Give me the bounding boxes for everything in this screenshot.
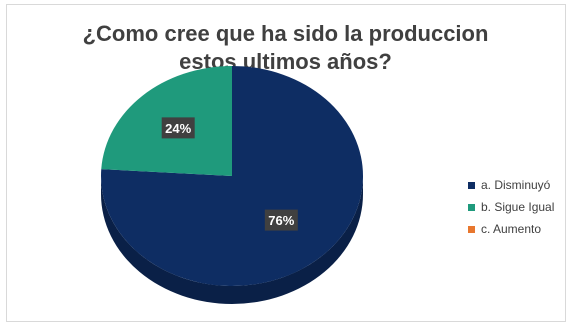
pie-labels: 76% 24% [161, 117, 298, 231]
data-label-text: 24% [165, 121, 191, 136]
pie-side-disminuyo [101, 176, 363, 304]
legend-item-disminuyo: a. Disminuyó [468, 174, 554, 196]
legend-label-sigue-igual: b. Sigue Igual [481, 200, 555, 214]
legend-item-sigue-igual: b. Sigue Igual [468, 196, 554, 218]
legend-item-aumento: c. Aumento [468, 218, 554, 240]
chart-title: ¿Como cree que ha sido la produccion est… [0, 20, 571, 76]
legend-label-aumento: c. Aumento [481, 222, 542, 236]
pie-depth [101, 176, 363, 304]
legend-swatch-aumento [468, 225, 475, 233]
chart-legend: a. Disminuyó b. Sigue Igual c. Aumento [468, 174, 554, 240]
data-label-sigue-igual: 24% [161, 117, 195, 139]
chart-title-line-1: ¿Como cree que ha sido la produccion [82, 21, 489, 46]
data-label-box [264, 209, 298, 231]
legend-label-disminuyo: a. Disminuyó [481, 178, 551, 192]
pie-top [100, 66, 364, 286]
data-label-text: 76% [268, 213, 294, 228]
legend-swatch-disminuyo [468, 181, 475, 189]
data-label-box [161, 117, 195, 139]
data-label-disminuyo: 76% [264, 209, 298, 231]
legend-swatch-sigue-igual [468, 203, 475, 211]
